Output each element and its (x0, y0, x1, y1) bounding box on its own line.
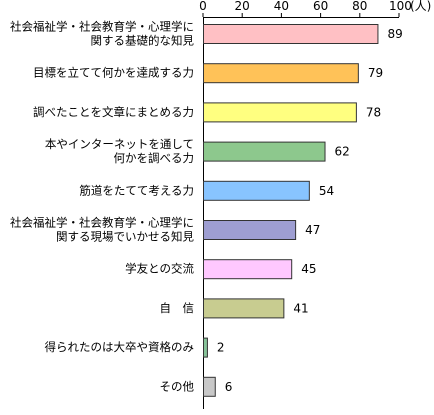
x-tick-label: 100 (389, 0, 412, 13)
category-label: 関する現場でいかせる知見 (56, 230, 194, 244)
category-label: 学友との交流 (125, 262, 194, 276)
category-label: 何かを調べる力 (114, 151, 195, 165)
bar (203, 376, 216, 397)
x-tick-label: 40 (274, 0, 289, 13)
x-tick-label: 80 (352, 0, 367, 13)
bar-value-label: 45 (301, 262, 316, 276)
category-label: 調べたことを文章にまとめる力 (33, 105, 194, 119)
bar (203, 220, 297, 240)
bar-value-label: 79 (368, 66, 383, 80)
category-label: 関する基礎的な知見 (91, 34, 195, 48)
category-label: 得られたのは大卒や資格のみ (45, 340, 195, 354)
bar-value-label: 6 (225, 380, 233, 394)
x-axis-unit: (人) (410, 0, 431, 13)
bar-value-label: 47 (305, 223, 320, 237)
x-tick-label: 60 (313, 0, 328, 13)
bar-value-label: 89 (387, 27, 402, 41)
bar-value-label: 54 (319, 184, 334, 198)
bar-value-label: 78 (366, 105, 381, 119)
bar (203, 63, 359, 84)
bar (203, 24, 379, 44)
category-label: 本やインターネットを通して (45, 137, 194, 151)
category-label: 目標を立てて何かを達成する力 (33, 66, 194, 80)
bar-value-label: 2 (217, 341, 225, 355)
category-label: その他 (160, 379, 195, 393)
bar (203, 298, 285, 319)
x-tick-label: 20 (235, 0, 250, 13)
bar (203, 102, 357, 123)
bar (203, 180, 310, 201)
category-label: 社会福祉学・社会教育学・心理学に (10, 20, 194, 34)
category-label: 自 信 (160, 301, 195, 315)
bar (203, 141, 326, 162)
bar-value-label: 41 (293, 301, 308, 315)
category-label: 社会福祉学・社会教育学・心理学に (10, 216, 194, 230)
bar-value-label: 62 (335, 145, 350, 159)
category-label: 筋道をたてて考える力 (79, 183, 194, 197)
bar (203, 337, 208, 358)
x-tick-label: 0 (199, 0, 207, 13)
bar (203, 259, 293, 280)
